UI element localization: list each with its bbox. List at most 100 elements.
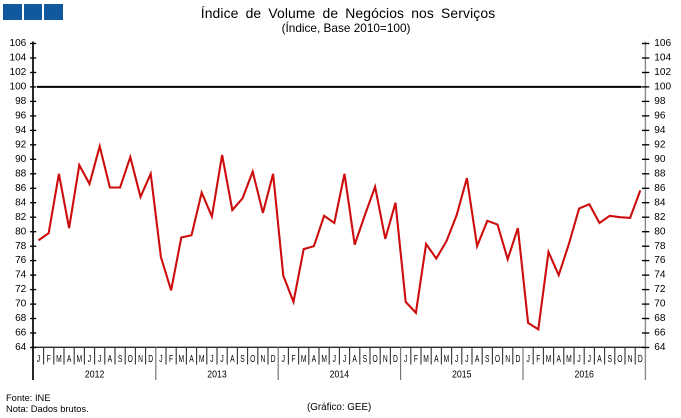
svg-text:2016: 2016 [574, 369, 593, 381]
svg-text:92: 92 [15, 139, 27, 150]
svg-text:96: 96 [654, 111, 666, 122]
svg-text:76: 76 [654, 255, 666, 266]
svg-text:D: D [148, 353, 153, 365]
svg-text:M: M [444, 353, 450, 365]
svg-text:N: N [383, 353, 388, 365]
svg-text:2012: 2012 [85, 369, 104, 381]
svg-text:86: 86 [15, 183, 27, 194]
svg-text:A: A [556, 353, 561, 365]
svg-text:84: 84 [654, 197, 666, 208]
svg-text:78: 78 [654, 241, 666, 252]
svg-text:N: N [138, 353, 143, 365]
svg-text:J: J [159, 353, 162, 365]
svg-text:D: D [271, 353, 276, 365]
svg-text:F: F [291, 353, 295, 365]
svg-text:88: 88 [15, 168, 27, 179]
svg-text:82: 82 [654, 212, 666, 223]
svg-text:92: 92 [654, 139, 666, 150]
svg-text:104: 104 [9, 53, 26, 64]
svg-text:O: O [372, 353, 377, 365]
svg-text:F: F [47, 353, 51, 365]
svg-text:74: 74 [654, 270, 666, 281]
svg-text:78: 78 [15, 241, 27, 252]
svg-text:80: 80 [15, 226, 27, 237]
svg-text:72: 72 [654, 284, 666, 295]
svg-text:94: 94 [654, 125, 666, 136]
svg-text:A: A [597, 353, 602, 365]
svg-text:100: 100 [9, 82, 26, 93]
svg-text:O: O [128, 353, 133, 365]
svg-text:D: D [515, 353, 520, 365]
svg-text:F: F [169, 353, 173, 365]
svg-text:2014: 2014 [330, 369, 350, 381]
svg-text:106: 106 [9, 38, 26, 49]
svg-text:82: 82 [15, 212, 27, 223]
svg-text:80: 80 [654, 226, 666, 237]
svg-text:J: J [343, 353, 346, 365]
svg-text:A: A [108, 353, 113, 365]
svg-text:J: J [333, 353, 336, 365]
svg-text:D: D [393, 353, 398, 365]
svg-text:66: 66 [15, 328, 27, 339]
svg-text:90: 90 [15, 154, 27, 165]
svg-text:88: 88 [654, 168, 666, 179]
svg-text:M: M [566, 353, 572, 365]
svg-text:D: D [638, 353, 643, 365]
svg-text:A: A [189, 353, 194, 365]
svg-text:2015: 2015 [452, 369, 471, 381]
svg-text:84: 84 [15, 197, 27, 208]
svg-text:66: 66 [654, 328, 666, 339]
svg-text:J: J [577, 353, 580, 365]
svg-text:J: J [98, 353, 101, 365]
svg-text:M: M [179, 353, 185, 365]
svg-text:104: 104 [654, 53, 671, 64]
svg-text:O: O [617, 353, 622, 365]
svg-text:J: J [220, 353, 223, 365]
svg-text:J: J [588, 353, 591, 365]
svg-text:76: 76 [15, 255, 27, 266]
svg-text:N: N [505, 353, 510, 365]
svg-text:A: A [434, 353, 439, 365]
svg-text:M: M [301, 353, 307, 365]
svg-text:70: 70 [15, 299, 27, 310]
svg-text:M: M [199, 353, 205, 365]
svg-text:J: J [455, 353, 458, 365]
svg-text:74: 74 [15, 270, 27, 281]
svg-text:94: 94 [15, 125, 27, 136]
svg-text:98: 98 [654, 96, 666, 107]
svg-text:M: M [56, 353, 62, 365]
svg-text:M: M [546, 353, 552, 365]
svg-text:N: N [628, 353, 633, 365]
svg-text:J: J [37, 353, 40, 365]
svg-text:A: A [67, 353, 72, 365]
svg-text:O: O [250, 353, 255, 365]
svg-text:J: J [526, 353, 529, 365]
svg-text:A: A [352, 353, 357, 365]
svg-text:J: J [210, 353, 213, 365]
svg-text:A: A [230, 353, 235, 365]
svg-text:S: S [118, 353, 123, 365]
svg-text:S: S [363, 353, 368, 365]
svg-text:86: 86 [654, 183, 666, 194]
svg-text:A: A [475, 353, 480, 365]
svg-text:2013: 2013 [207, 369, 226, 381]
svg-text:64: 64 [654, 342, 666, 353]
svg-text:98: 98 [15, 96, 27, 107]
svg-text:A: A [312, 353, 317, 365]
svg-text:100: 100 [654, 82, 671, 93]
svg-text:F: F [414, 353, 418, 365]
svg-text:S: S [607, 353, 612, 365]
svg-text:68: 68 [15, 313, 27, 324]
svg-text:90: 90 [654, 154, 666, 165]
svg-text:70: 70 [654, 299, 666, 310]
svg-text:72: 72 [15, 284, 27, 295]
svg-text:N: N [260, 353, 265, 365]
svg-text:J: J [465, 353, 468, 365]
svg-text:M: M [423, 353, 429, 365]
svg-text:M: M [77, 353, 83, 365]
svg-text:106: 106 [654, 38, 671, 49]
svg-text:68: 68 [654, 313, 666, 324]
svg-text:J: J [88, 353, 91, 365]
svg-text:64: 64 [15, 342, 27, 353]
svg-text:M: M [321, 353, 327, 365]
